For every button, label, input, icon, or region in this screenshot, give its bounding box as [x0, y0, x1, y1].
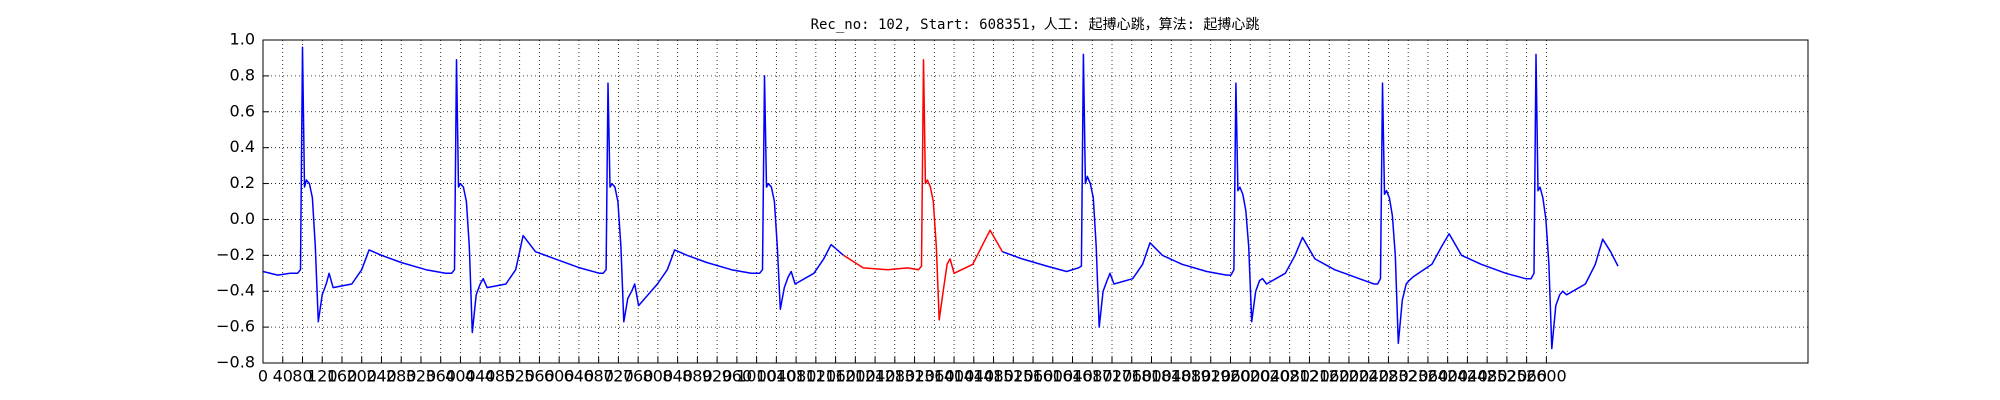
x-tick-label: 2120 — [1289, 367, 1330, 386]
y-tick-label: 0.8 — [230, 65, 255, 84]
x-tick-label: 1680 — [1072, 367, 1113, 386]
x-tick-label: 2240 — [1348, 367, 1389, 386]
y-tick-label: 0.0 — [230, 209, 255, 228]
x-tick-label: 1440 — [953, 367, 994, 386]
x-tick-label: 800 — [643, 367, 674, 386]
x-tick-label: 360 — [425, 367, 456, 386]
x-tick-label: 1120 — [795, 367, 836, 386]
x-tick-label: 160 — [327, 367, 358, 386]
x-tick-label: 1080 — [776, 367, 817, 386]
x-tick-label: 1000 — [736, 367, 777, 386]
x-tick-label: 560 — [524, 367, 555, 386]
x-tick-label: 2080 — [1269, 367, 1310, 386]
y-tick-label: 0.4 — [230, 137, 255, 156]
plot-frame — [262, 39, 1809, 364]
x-tick-label: 1320 — [894, 367, 935, 386]
x-tick-label: 2440 — [1447, 367, 1488, 386]
x-tick-label: 2600 — [1526, 367, 1567, 386]
x-tick-label: 1880 — [1171, 367, 1212, 386]
data-line — [843, 58, 1004, 321]
y-tick-label: 1.0 — [230, 30, 255, 49]
x-tick-label: 400 — [445, 367, 476, 386]
x-tick-label: 1160 — [815, 367, 856, 386]
y-tick-label: 0.6 — [230, 101, 255, 120]
x-tick-label: 200 — [346, 367, 377, 386]
x-tick-label: 1600 — [1032, 367, 1073, 386]
x-tick-label: 2040 — [1250, 367, 1291, 386]
x-tick-label: 2320 — [1388, 367, 1429, 386]
x-tick-label: 2360 — [1408, 367, 1449, 386]
data-line — [262, 46, 1619, 350]
x-tick-label: 1760 — [1111, 367, 1152, 386]
x-tick-label: 880 — [682, 367, 713, 386]
x-tick-label: 720 — [603, 367, 634, 386]
x-tick-label: 0 — [258, 367, 268, 386]
x-tick-label: 1200 — [835, 367, 876, 386]
chart-title: Rec_no: 102, Start: 608351，人工: 起搏心跳，算法: … — [811, 16, 1260, 33]
x-tick-label: 960 — [722, 367, 753, 386]
x-tick-label: 2200 — [1329, 367, 1370, 386]
x-tick-label: 1040 — [756, 367, 797, 386]
x-tick-label: 1800 — [1131, 367, 1172, 386]
x-tick-label: 2560 — [1506, 367, 1547, 386]
y-tick-label: 0.2 — [230, 173, 255, 192]
x-tick-label: 480 — [485, 367, 516, 386]
x-tick-label: 520 — [504, 367, 535, 386]
x-tick-label: 1560 — [1013, 367, 1054, 386]
x-tick-label: 1280 — [874, 367, 915, 386]
x-tick-label: 2400 — [1427, 367, 1468, 386]
x-tick-label: 640 — [564, 367, 595, 386]
x-tick-label: 2280 — [1368, 367, 1409, 386]
x-tick-label: 2520 — [1487, 367, 1528, 386]
x-tick-label: 2160 — [1309, 367, 1350, 386]
y-tick-label: −0.8 — [216, 353, 255, 372]
y-tick-label: −0.4 — [216, 281, 255, 300]
x-tick-label: 280 — [386, 367, 417, 386]
x-tick-label: 1400 — [934, 367, 975, 386]
x-tick-label: 320 — [406, 367, 437, 386]
x-tick-label: 1360 — [914, 367, 955, 386]
x-tick-label: 1520 — [993, 367, 1034, 386]
x-tick-label: 1720 — [1092, 367, 1133, 386]
x-tick-label: 2000 — [1230, 367, 1271, 386]
y-tick-label: −0.6 — [216, 317, 255, 336]
x-tick-label: 1960 — [1210, 367, 1251, 386]
x-tick-label: 80 — [292, 367, 312, 386]
x-tick-label: 840 — [662, 367, 693, 386]
x-tick-label: 1920 — [1190, 367, 1231, 386]
y-tick-label: −0.2 — [216, 245, 255, 264]
x-tick-label: 680 — [583, 367, 614, 386]
x-tick-label: 240 — [366, 367, 397, 386]
x-tick-label: 1480 — [973, 367, 1014, 386]
x-tick-label: 120 — [307, 367, 338, 386]
x-tick-label: 920 — [702, 367, 733, 386]
x-tick-label: 760 — [623, 367, 654, 386]
x-tick-label: 1240 — [855, 367, 896, 386]
x-tick-label: 600 — [544, 367, 575, 386]
x-tick-label: 2480 — [1467, 367, 1508, 386]
x-tick-label: 40 — [273, 367, 293, 386]
x-tick-label: 1640 — [1052, 367, 1093, 386]
x-tick-label: 440 — [465, 367, 496, 386]
x-tick-label: 1840 — [1151, 367, 1192, 386]
